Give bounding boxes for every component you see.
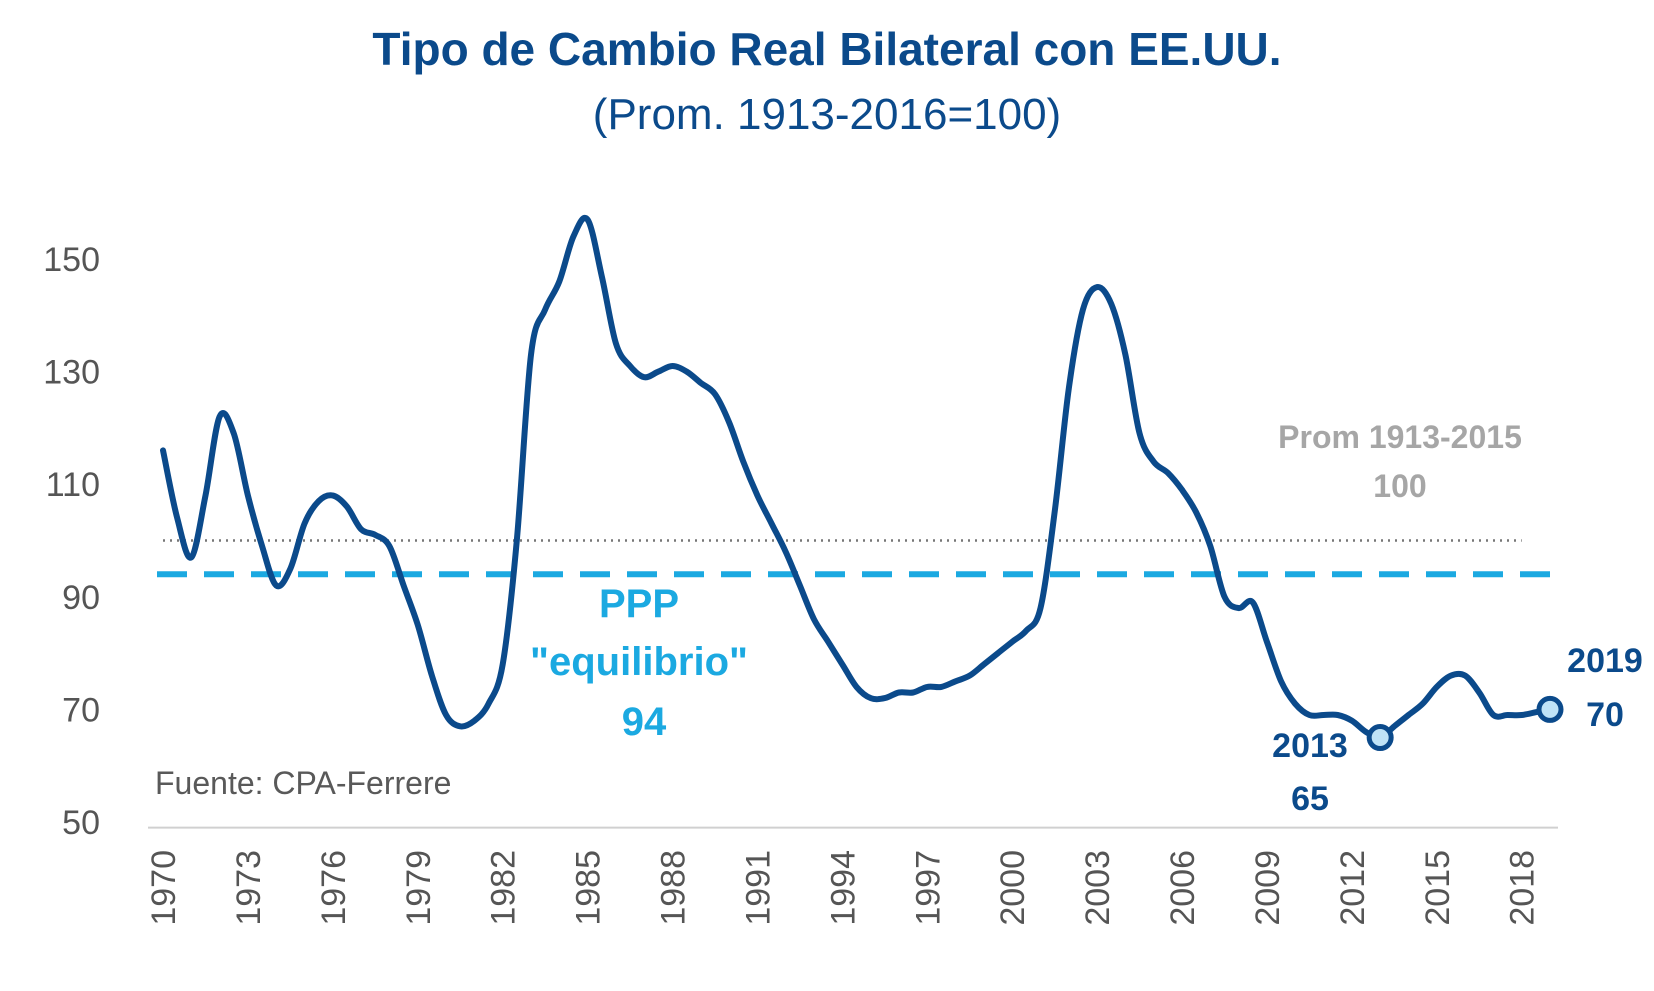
- x-tick-label: 1997: [909, 850, 947, 926]
- point-2019-year-label: 2019: [1567, 642, 1643, 680]
- point-2013-year-label: 2013: [1272, 727, 1348, 765]
- average-label: Prom 1913-2015: [1278, 419, 1522, 455]
- point-2013-value-label: 65: [1291, 780, 1329, 818]
- y-axis-ticks: 50 70 90 110 130 150: [43, 241, 100, 842]
- highlight-points: [1366, 695, 1564, 752]
- highlight-point-2013: [1366, 724, 1394, 752]
- x-tick-label: 2006: [1164, 850, 1202, 926]
- y-tick-label: 130: [43, 354, 100, 392]
- y-tick-label: 90: [62, 579, 100, 617]
- x-tick-label: 1988: [655, 850, 693, 926]
- x-tick-label: 2015: [1419, 850, 1457, 926]
- x-tick-label: 1994: [824, 850, 862, 926]
- x-axis-ticks: 1970 1973 1976 1979 1982 1985 1988 1991 1994 1997…: [145, 850, 1542, 926]
- x-tick-label: 2003: [1079, 850, 1117, 926]
- ppp-value-label: 94: [622, 700, 667, 744]
- x-tick-label: 2018: [1504, 850, 1542, 926]
- x-tick-label: 1985: [570, 850, 608, 926]
- x-tick-label: 2012: [1334, 850, 1372, 926]
- ppp-label: PPP: [599, 582, 679, 626]
- chart-title: Tipo de Cambio Real Bilateral con EE.UU.: [372, 23, 1282, 75]
- y-tick-label: 50: [62, 804, 100, 842]
- point-2019-value-label: 70: [1586, 696, 1624, 734]
- x-tick-label: 1982: [485, 850, 523, 926]
- x-tick-label: 1979: [400, 850, 438, 926]
- chart-subtitle: (Prom. 1913-2016=100): [592, 90, 1062, 139]
- x-tick-label: 2000: [994, 850, 1032, 926]
- x-tick-label: 1973: [230, 850, 268, 926]
- y-tick-label: 150: [43, 241, 100, 279]
- exchange-rate-series-line: [160, 215, 1553, 741]
- x-tick-label: 1991: [739, 850, 777, 926]
- x-tick-label: 1976: [315, 850, 353, 926]
- x-tick-label: 1970: [145, 850, 183, 926]
- average-value-label: 100: [1373, 468, 1426, 504]
- source-label: Fuente: CPA-Ferrere: [155, 765, 451, 801]
- y-tick-label: 110: [46, 466, 100, 504]
- highlight-point-2019: [1536, 695, 1564, 723]
- y-tick-label: 70: [62, 691, 100, 729]
- ppp-equilibrium-label: "equilibrio": [530, 640, 748, 684]
- x-tick-label: 2009: [1249, 850, 1287, 926]
